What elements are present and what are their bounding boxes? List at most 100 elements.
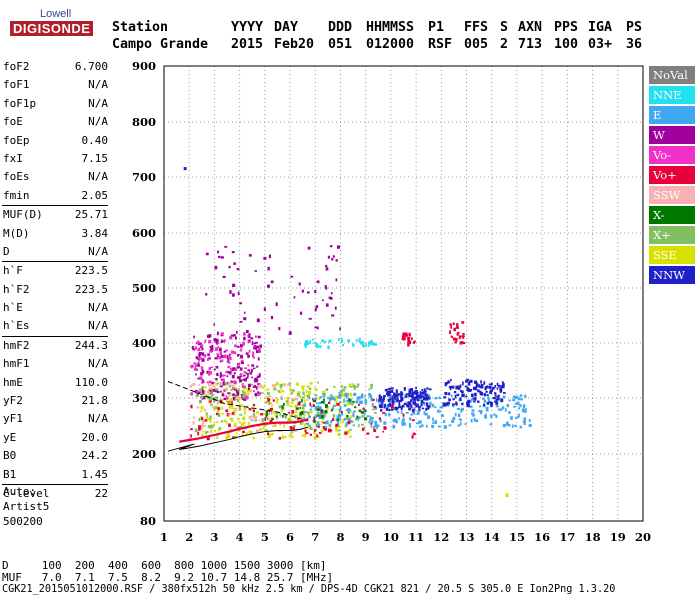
echo-point (240, 361, 244, 364)
echo-point (270, 315, 274, 320)
echo-point (308, 415, 312, 419)
echo-cluster-vo (449, 321, 466, 345)
echo-point (193, 348, 196, 351)
echo-point (324, 285, 327, 288)
x-tick-label: 4 (236, 530, 244, 544)
echo-point (222, 374, 226, 377)
param-value: 2.05 (81, 188, 109, 202)
echo-point (321, 426, 324, 429)
echo-point (290, 405, 293, 408)
echo-point (352, 411, 355, 415)
echo-point (237, 291, 240, 296)
legend-item-vo: Vo+ (649, 166, 695, 184)
echo-point (226, 354, 229, 359)
x-tick-label: 1 (160, 530, 168, 544)
echo-point (407, 339, 410, 343)
echo-point (299, 401, 301, 404)
echo-point (316, 405, 320, 409)
echo-point (207, 371, 211, 376)
echo-point (358, 403, 360, 406)
echo-point (290, 275, 294, 278)
echo-point (402, 338, 406, 341)
x-tick-label: 6 (286, 530, 294, 544)
echo-point (528, 419, 531, 422)
echo-point (421, 395, 425, 398)
echo-cluster-ssw (190, 382, 305, 433)
echo-point (476, 384, 480, 388)
echo-point (201, 420, 205, 425)
param-row: M(D) 3.84 (2, 225, 108, 243)
echo-point (378, 400, 382, 404)
trace-line (178, 418, 309, 443)
echo-point (217, 382, 219, 385)
echo-point (343, 393, 347, 396)
echo-point (280, 397, 283, 401)
echo-point (201, 380, 203, 384)
echo-point (434, 420, 438, 424)
echo-point (248, 415, 252, 420)
echo-point (301, 434, 304, 437)
echo-point (454, 412, 457, 417)
echo-point (309, 410, 313, 414)
echo-point (255, 346, 258, 350)
echo-point (370, 386, 373, 390)
echo-point (418, 408, 421, 411)
echo-point (415, 393, 418, 398)
header-row1-8: AXN (518, 20, 543, 35)
echo-point (408, 407, 411, 411)
echo-point (208, 383, 211, 387)
header-row1-10: IGA (588, 20, 613, 35)
echo-point (215, 338, 219, 343)
echo-point (233, 367, 236, 370)
echo-point (210, 397, 214, 400)
echo-point (482, 397, 485, 400)
echo-point (242, 374, 246, 377)
echo-point (297, 391, 301, 394)
echo-point (395, 419, 398, 424)
echo-point (257, 391, 260, 395)
echo-point (215, 365, 219, 368)
y-tick-label: 500 (132, 281, 156, 295)
x-tick-label: 18 (585, 530, 601, 544)
echo-point (211, 344, 214, 349)
echo-point (295, 407, 299, 410)
echo-point (251, 354, 255, 358)
echo-point (250, 419, 254, 422)
param-separator (2, 205, 108, 207)
param-name: D (3, 244, 10, 258)
echo-point (207, 353, 210, 357)
echo-point (474, 392, 477, 397)
echo-point (327, 345, 330, 350)
echo-point (373, 342, 376, 346)
echo-point (258, 383, 261, 386)
echo-point (239, 375, 242, 378)
echo-point (487, 396, 490, 400)
echo-point (403, 387, 406, 391)
echo-point (270, 280, 274, 284)
echo-point (428, 395, 431, 398)
echo-point (234, 396, 238, 400)
echo-point (355, 339, 358, 342)
echo-point (407, 401, 410, 404)
echo-point (216, 412, 219, 416)
logo-top-text: Lowell (40, 8, 72, 20)
echo-point (398, 417, 401, 420)
legend-item-ssw: SSW (649, 186, 695, 204)
echo-point (207, 390, 210, 394)
echo-point (348, 383, 352, 388)
echo-point (313, 419, 316, 423)
echo-point (192, 421, 195, 425)
echo-point (236, 432, 238, 435)
echo-point (255, 349, 259, 354)
echo-point (263, 307, 266, 312)
echo-point (372, 408, 376, 411)
echo-point (243, 311, 246, 314)
echo-point (257, 382, 260, 386)
echo-point (338, 413, 342, 418)
echo-point (387, 400, 391, 403)
echo-point (290, 391, 294, 394)
echo-point (228, 265, 231, 269)
echo-point (343, 417, 346, 421)
echo-point (294, 410, 298, 414)
echo-point (313, 416, 316, 421)
